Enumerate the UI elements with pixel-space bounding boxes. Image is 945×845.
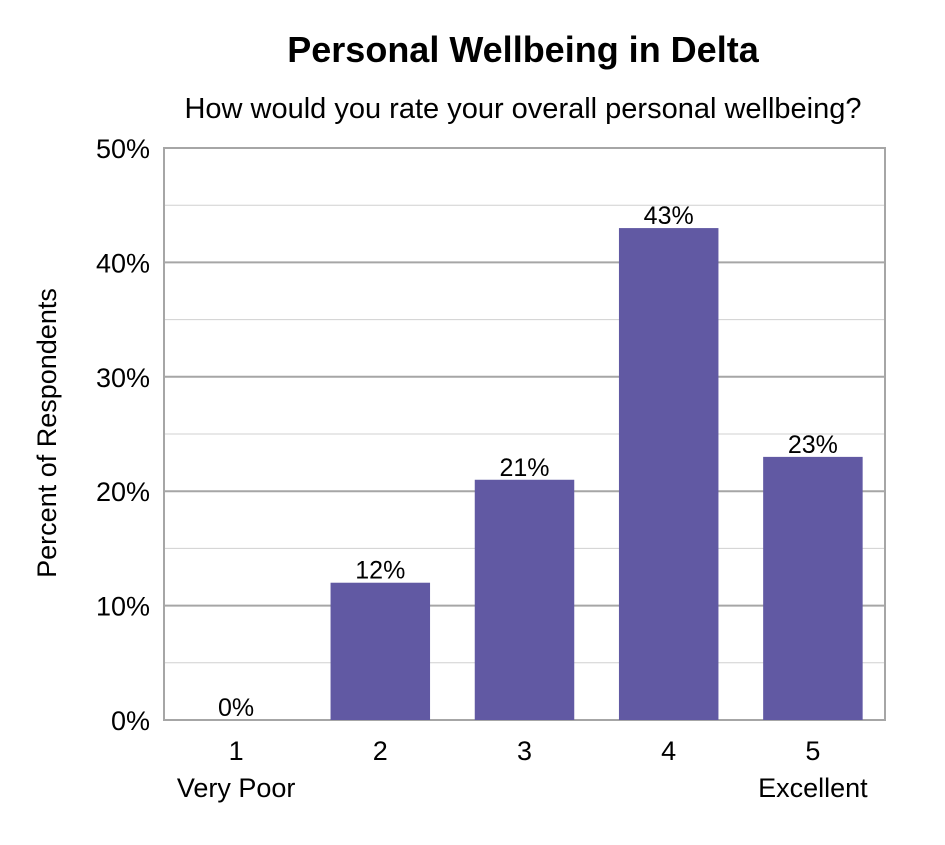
y-axis-label: Percent of Respondents (32, 288, 62, 578)
x-tick-label: 5 (805, 736, 820, 766)
data-label: 0% (218, 694, 254, 722)
data-label: 43% (644, 202, 694, 230)
bar (474, 479, 575, 720)
bar (763, 456, 863, 720)
x-tick-sublabel: Very Poor (177, 773, 296, 803)
x-tick-sublabel: Excellent (758, 773, 868, 803)
y-tick-label: 20% (96, 477, 150, 507)
x-tick-label: 1 (229, 736, 244, 766)
chart-subtitle: How would you rate your overall personal… (184, 93, 861, 125)
bar (618, 228, 719, 720)
y-tick-label: 30% (96, 363, 150, 393)
x-tick-label: 4 (661, 736, 676, 766)
x-tick-label: 3 (517, 736, 532, 766)
y-tick-label: 40% (96, 248, 150, 278)
y-tick-label: 10% (96, 592, 150, 622)
bar (330, 582, 431, 720)
y-tick-label: 0% (111, 706, 150, 736)
data-label: 23% (788, 431, 838, 459)
data-label: 12% (355, 557, 405, 585)
data-label: 21% (499, 454, 549, 482)
plot-area: 0% 10% 20% 30% 40% 50% 0% 1 Very Poor 12% 2 21% 3 43%… (96, 134, 886, 803)
y-tick-label: 50% (96, 134, 150, 164)
chart-title: Personal Wellbeing in Delta (287, 29, 759, 70)
x-tick-label: 2 (373, 736, 388, 766)
